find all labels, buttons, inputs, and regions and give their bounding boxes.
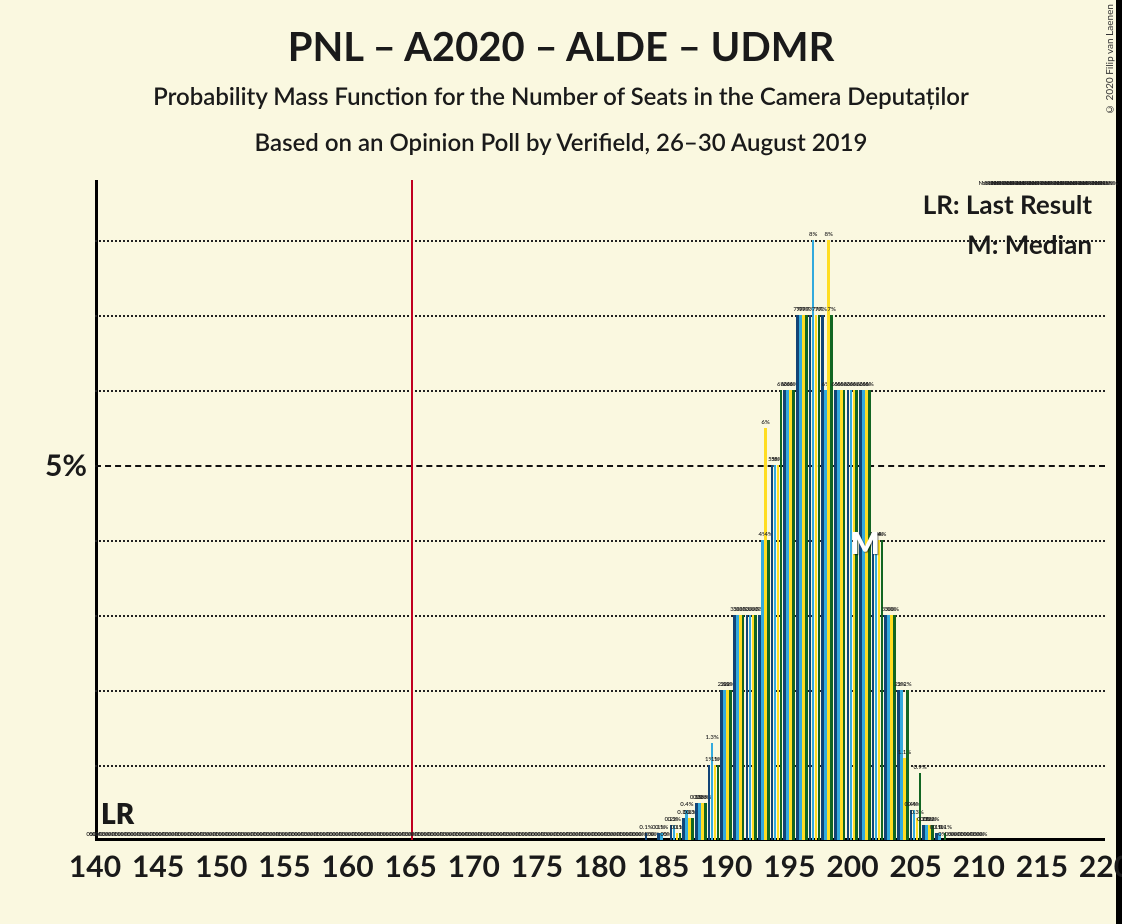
bar-value-label: 0.2%	[668, 816, 681, 823]
bar	[855, 390, 858, 840]
bar-value-label: 0.1%	[655, 824, 668, 831]
bar	[919, 773, 922, 841]
gridline	[95, 465, 1105, 467]
x-tick-label: 170	[448, 848, 500, 884]
x-tick-label: 145	[132, 848, 184, 884]
bar-value-label: 8%	[809, 231, 817, 238]
bar-value-label: 0.4%	[680, 801, 693, 808]
x-tick-label: 200	[826, 848, 878, 884]
x-tick-label: 205	[890, 848, 942, 884]
bar	[717, 765, 720, 840]
bar	[881, 540, 884, 840]
bar-value-label: 6%	[865, 381, 873, 388]
bar	[729, 690, 732, 840]
bar-value-label: 7%	[828, 306, 836, 313]
bar-value-label: 8%	[825, 231, 833, 238]
bar	[679, 833, 682, 841]
bar	[792, 390, 795, 840]
x-tick-label: 155	[258, 848, 310, 884]
legend-lr: LR: Last Result	[923, 188, 1092, 220]
y-tick-label: 5%	[45, 447, 87, 483]
bar	[780, 390, 783, 840]
plot-area: 0%0%0%0%0%0%0%0%0%0%0%0%0%0%0%0%0%0%0%0%…	[95, 180, 1105, 840]
bar-value-label: 1.1%	[898, 749, 911, 756]
bar-value-label: 0.9%	[913, 764, 926, 771]
gridline	[95, 540, 1105, 542]
bar-value-label: 0.1%	[639, 824, 652, 831]
bar	[691, 818, 694, 841]
gridline	[95, 315, 1105, 317]
x-tick-label: 185	[637, 848, 689, 884]
bar-value-label: 0.3%	[910, 809, 923, 816]
bar-value-label: 1.3%	[706, 734, 719, 741]
bar	[830, 315, 833, 840]
bar-value-label: 7%	[819, 306, 827, 313]
bar	[868, 390, 871, 840]
gridline	[95, 765, 1105, 767]
bar	[704, 803, 707, 841]
bar-value-label: 3%	[891, 606, 899, 613]
x-tick-label: 150	[195, 848, 247, 884]
chart-container: { "title": { "text": "PNL – A2020 – ALDE…	[0, 0, 1122, 924]
bar	[805, 315, 808, 840]
y-axis	[95, 180, 98, 840]
x-tick-label: 215	[1016, 848, 1068, 884]
gridline	[95, 615, 1105, 617]
legend-m: M: Median	[967, 228, 1092, 260]
bar-value-label: 0.1%	[939, 824, 952, 831]
gridline	[95, 240, 1105, 242]
bar-value-label: 2%	[903, 681, 911, 688]
bar	[906, 690, 909, 840]
bar	[754, 615, 757, 840]
x-tick-label: 175	[511, 848, 563, 884]
x-tick-label: 190	[700, 848, 752, 884]
chart-title: PNL – A2020 – ALDE – UDMR	[0, 22, 1122, 70]
bar	[893, 615, 896, 840]
x-tick-label: 220	[1079, 848, 1122, 884]
bar-value-label: 6%	[761, 419, 769, 426]
bar-value-label: NaN%	[1101, 180, 1118, 187]
copyright-text: © 2020 Filip van Laenen	[1104, 4, 1116, 115]
last-result-line	[411, 180, 413, 840]
bar-value-label: 0.2%	[926, 816, 939, 823]
x-tick-label: 195	[763, 848, 815, 884]
bar	[843, 390, 846, 840]
x-axis	[95, 838, 1105, 841]
bar	[742, 615, 745, 840]
x-tick-label: 165	[385, 848, 437, 884]
bar	[767, 540, 770, 840]
chart-subtitle-1: Probability Mass Function for the Number…	[0, 82, 1122, 111]
x-tick-label: 160	[321, 848, 373, 884]
lr-marker-label: LR	[101, 796, 134, 830]
chart-subtitle-2: Based on an Opinion Poll by Verifield, 2…	[0, 128, 1122, 157]
x-tick-label: 140	[69, 848, 121, 884]
x-tick-label: 180	[574, 848, 626, 884]
median-marker-label: M	[851, 525, 880, 561]
bar	[818, 315, 821, 840]
gridline	[95, 390, 1105, 392]
bar-value-label: 0%	[979, 831, 987, 838]
x-tick-label: 210	[953, 848, 1005, 884]
gridline	[95, 690, 1105, 692]
